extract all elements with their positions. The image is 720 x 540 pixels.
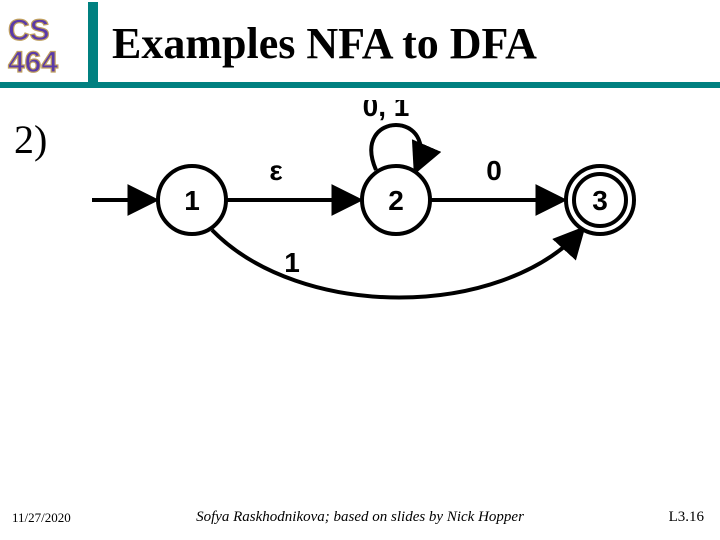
state-label-1: 1 xyxy=(184,185,200,216)
edge-1-3 xyxy=(212,230,582,298)
edge-2-2 xyxy=(371,125,420,170)
logo-bottom-text: 464 xyxy=(8,46,58,79)
state-label-3: 3 xyxy=(592,185,608,216)
logo-top-text: CS xyxy=(8,14,50,47)
logo-divider-bar xyxy=(88,2,98,84)
footer-page: L3.16 xyxy=(669,509,704,526)
nfa-diagram: ε 0 0, 1 1 1 2 3 xyxy=(0,100,720,320)
footer-credit: Sofya Raskhodnikova; based on slides by … xyxy=(0,509,720,526)
slide-header: CS 464 Examples NFA to DFA xyxy=(0,0,720,88)
edge-label-2-3: 0 xyxy=(486,155,502,186)
state-label-2: 2 xyxy=(388,185,404,216)
edge-label-1-3: 1 xyxy=(284,247,300,278)
edge-label-2-2: 0, 1 xyxy=(363,100,410,122)
course-logo: CS 464 xyxy=(6,10,84,80)
slide-title: Examples NFA to DFA xyxy=(112,18,537,69)
edge-label-1-2: ε xyxy=(269,155,282,186)
